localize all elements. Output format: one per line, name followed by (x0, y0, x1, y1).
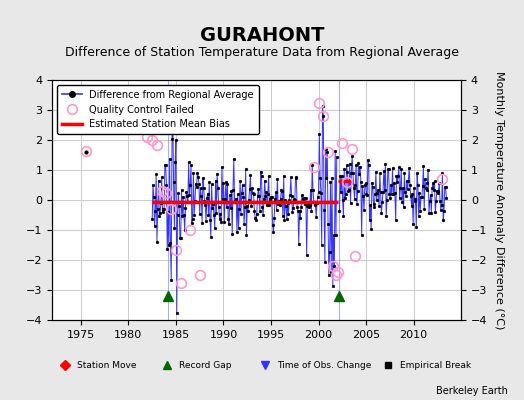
Legend: Difference from Regional Average, Quality Control Failed, Estimated Station Mean: Difference from Regional Average, Qualit… (57, 85, 259, 134)
Text: GURAHONT: GURAHONT (200, 26, 324, 45)
Y-axis label: Monthly Temperature Anomaly Difference (°C): Monthly Temperature Anomaly Difference (… (494, 71, 504, 329)
Text: Berkeley Earth: Berkeley Earth (436, 386, 508, 396)
Text: Record Gap: Record Gap (179, 360, 232, 370)
Text: Station Move: Station Move (77, 360, 136, 370)
Text: Difference of Station Temperature Data from Regional Average: Difference of Station Temperature Data f… (65, 46, 459, 59)
Text: Time of Obs. Change: Time of Obs. Change (277, 360, 372, 370)
Text: Empirical Break: Empirical Break (400, 360, 471, 370)
